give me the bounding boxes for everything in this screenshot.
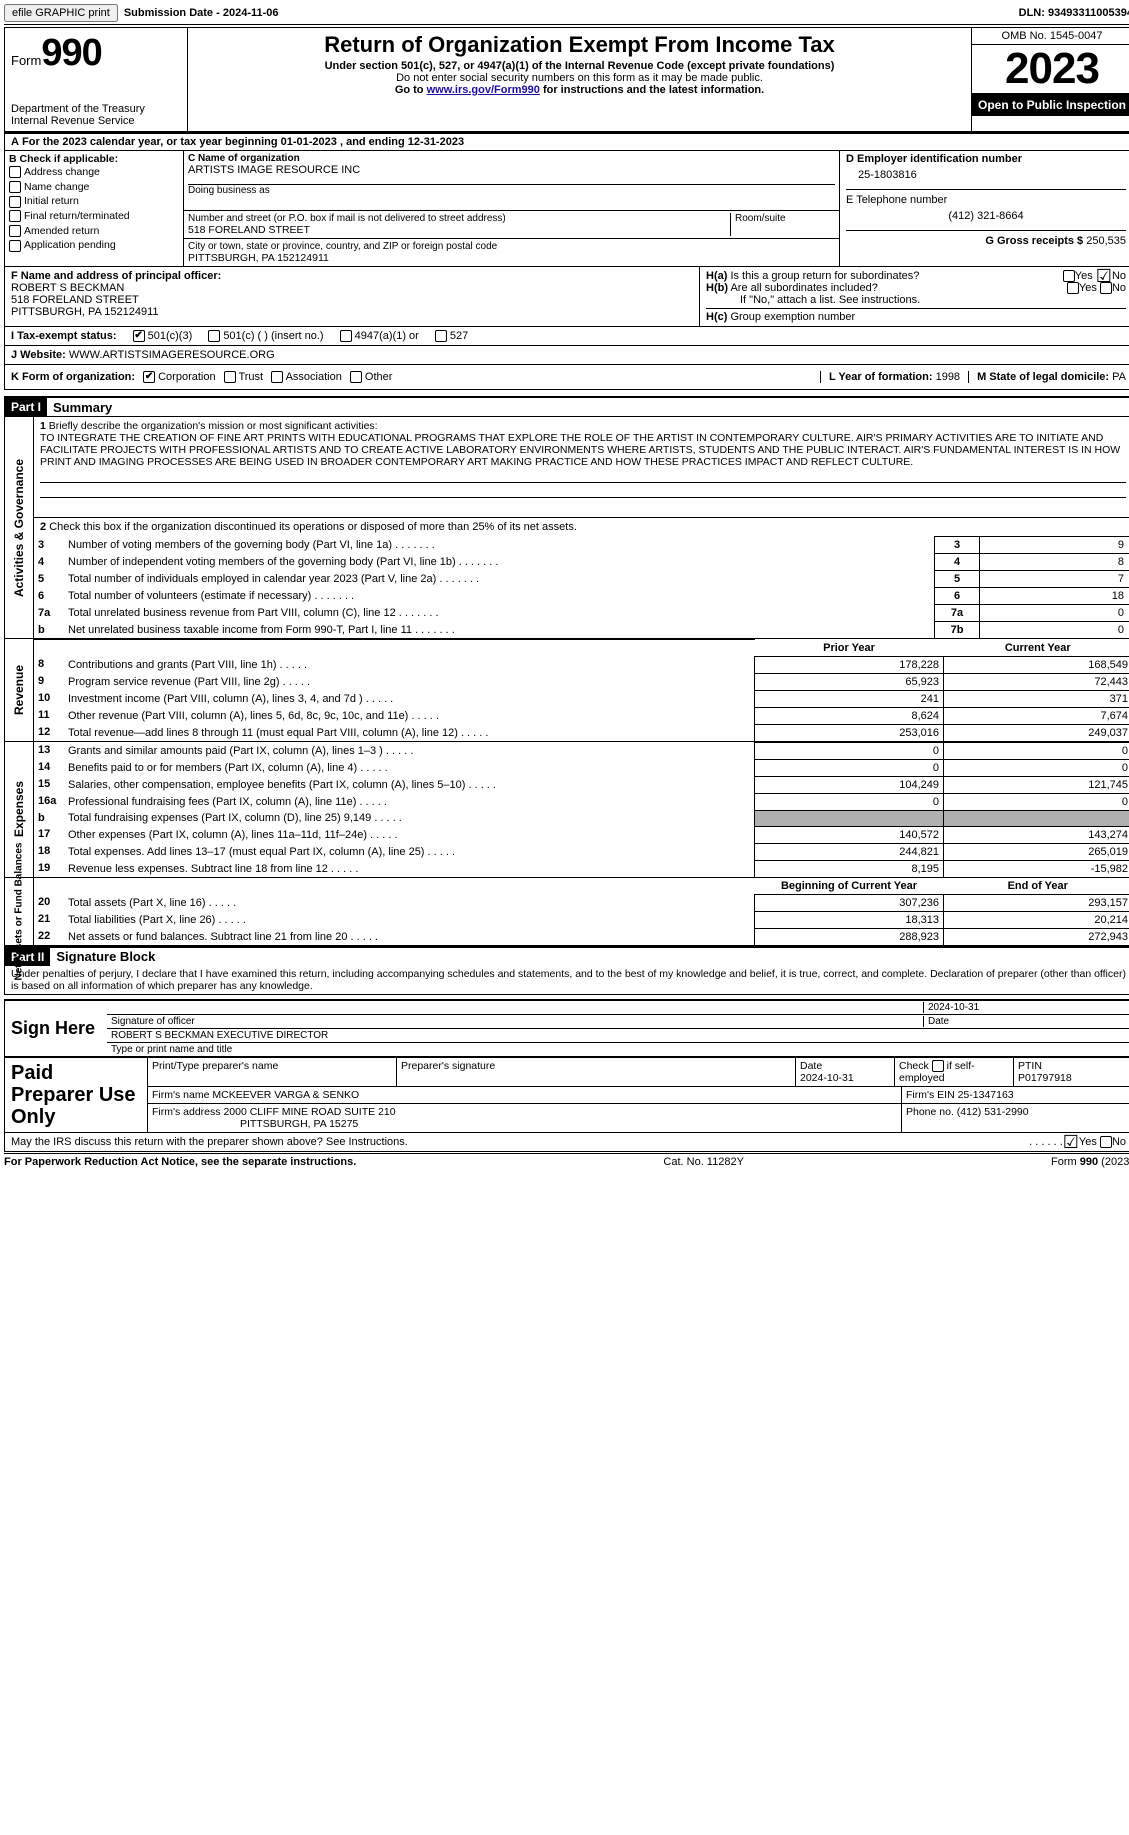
boxes-fh: F Name and address of principal officer:…	[4, 267, 1129, 327]
line-a: A For the 2023 calendar year, or tax yea…	[4, 134, 1129, 151]
sign-here: Sign Here 2024-10-31 Signature of office…	[4, 999, 1129, 1057]
form-header: Form990 Department of the Treasury Inter…	[4, 27, 1129, 134]
box-h: H(a) Is this a group return for subordin…	[700, 267, 1129, 326]
checkbox-final-return-terminated[interactable]: Final return/terminated	[9, 209, 179, 224]
officer-name: ROBERT S BECKMAN EXECUTIVE DIRECTOR	[111, 1030, 328, 1041]
row-k: K Form of organization: Corporation Trus…	[4, 365, 1129, 390]
checkbox-other[interactable]	[350, 371, 362, 383]
mission-text: TO INTEGRATE THE CREATION OF FINE ART PR…	[40, 432, 1126, 468]
checkbox-address-change[interactable]: Address change	[9, 165, 179, 180]
street: 518 FORELAND STREET	[188, 224, 730, 236]
checkbox-527[interactable]	[435, 330, 447, 342]
omb-number: OMB No. 1545-0047	[972, 28, 1129, 45]
header-sub2: Do not enter social security numbers on …	[194, 72, 965, 84]
vlabel-ag: Activities & Governance	[5, 417, 34, 638]
irs-link[interactable]: www.irs.gov/Form990	[427, 84, 540, 96]
form-number: Form990	[11, 32, 181, 75]
box-b: B Check if applicable: Address changeNam…	[5, 151, 184, 266]
org-name: ARTISTS IMAGE RESOURCE INC	[188, 164, 835, 176]
city: PITTSBURGH, PA 152124911	[188, 252, 835, 264]
perjury-declaration: Under penalties of perjury, I declare th…	[5, 966, 1129, 994]
vlabel-rev: Revenue	[5, 639, 34, 741]
part-ii-header: Part II	[5, 948, 50, 966]
paid-preparer: Paid Preparer Use Only Print/Type prepar…	[4, 1057, 1129, 1133]
box-f: F Name and address of principal officer:…	[5, 267, 700, 326]
part-ii-title: Signature Block	[50, 949, 155, 964]
discuss-row: May the IRS discuss this return with the…	[4, 1133, 1129, 1152]
ein: 25-1803816	[846, 165, 1126, 189]
submission-date: Submission Date - 2024-11-06	[124, 7, 279, 19]
part-i: Part I Summary Activities & Governance 1…	[4, 396, 1129, 946]
footer: For Paperwork Reduction Act Notice, see …	[4, 1153, 1129, 1170]
checkbox-501c3[interactable]	[133, 330, 145, 342]
box-d: D Employer identification number 25-1803…	[840, 151, 1129, 266]
dln: DLN: 93493311005394	[1019, 7, 1129, 19]
website: WWW.ARTISTSIMAGERESOURCE.ORG	[69, 349, 275, 361]
checkbox-amended-return[interactable]: Amended return	[9, 224, 179, 239]
checkbox-application-pending[interactable]: Application pending	[9, 238, 179, 253]
firm-name: MCKEEVER VARGA & SENKO	[212, 1089, 359, 1101]
part-i-title: Summary	[47, 400, 112, 415]
tax-year: 2023	[972, 45, 1129, 94]
header-sub1: Under section 501(c), 527, or 4947(a)(1)…	[194, 60, 965, 72]
form-title: Return of Organization Exempt From Incom…	[194, 32, 965, 58]
checkbox-4947[interactable]	[340, 330, 352, 342]
phone: (412) 321-8664	[846, 206, 1126, 230]
checkbox-name-change[interactable]: Name change	[9, 180, 179, 195]
dept-label: Department of the Treasury Internal Reve…	[11, 103, 181, 127]
checkbox-trust[interactable]	[224, 371, 236, 383]
checkbox-corp[interactable]	[143, 371, 155, 383]
boxes-bcd: B Check if applicable: Address changeNam…	[4, 151, 1129, 267]
part-i-header: Part I	[5, 398, 47, 416]
part-ii: Part II Signature Block Under penalties …	[4, 946, 1129, 995]
checkbox-initial-return[interactable]: Initial return	[9, 194, 179, 209]
vlabel-na: Net Assets or Fund Balances	[5, 878, 34, 945]
checkbox-assoc[interactable]	[271, 371, 283, 383]
gross-receipts: 250,535	[1086, 235, 1126, 247]
box-c: C Name of organization ARTISTS IMAGE RES…	[184, 151, 840, 266]
ptin: P01797918	[1018, 1072, 1072, 1084]
topbar: efile GRAPHIC print Submission Date - 20…	[4, 4, 1129, 25]
row-j: J Website: WWW.ARTISTSIMAGERESOURCE.ORG	[4, 346, 1129, 365]
header-sub3: Go to www.irs.gov/Form990 for instructio…	[194, 84, 965, 96]
open-inspection: Open to Public Inspection	[972, 94, 1129, 116]
row-i: I Tax-exempt status: 501(c)(3) 501(c) ( …	[4, 327, 1129, 346]
efile-print-button[interactable]: efile GRAPHIC print	[4, 4, 118, 22]
checkbox-501c[interactable]	[208, 330, 220, 342]
